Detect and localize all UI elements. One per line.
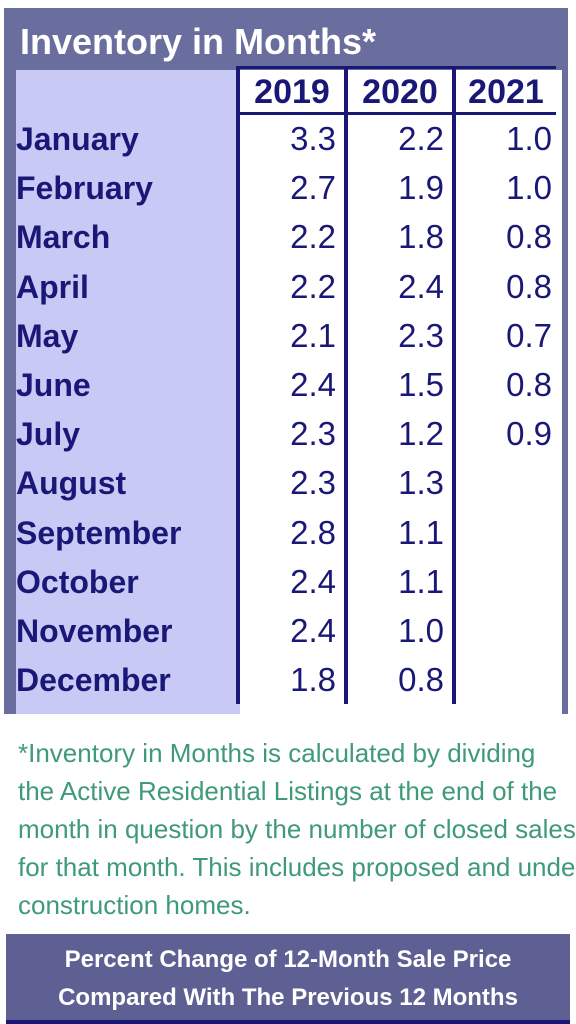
column-divider <box>344 66 348 704</box>
month-label: January <box>16 121 139 157</box>
value-cell-2020: 0.8 <box>398 661 444 698</box>
value-cell-2021 <box>456 560 552 604</box>
value-cell-2021: 0.8 <box>506 366 552 403</box>
month-label: July <box>16 416 81 452</box>
value-cell-2020: 2.4 <box>398 268 444 305</box>
footnote: *Inventory in Months is calculated by di… <box>18 734 576 924</box>
value-cell-2021 <box>456 511 552 555</box>
value-cell-2020: 1.9 <box>398 169 444 206</box>
header-top-rule <box>236 66 556 69</box>
value-cell-2020: 1.1 <box>398 514 444 551</box>
month-label: June <box>16 367 91 403</box>
value-cell-2021: 1.0 <box>506 120 552 157</box>
value-cell-2019: 2.1 <box>290 317 336 354</box>
month-label: December <box>16 662 171 698</box>
value-cell-2019: 2.3 <box>290 464 336 501</box>
year-header-2020: 2020 <box>362 73 438 111</box>
value-cell-2019: 2.2 <box>290 218 336 255</box>
next-section-title-line1: Percent Change of 12-Month Sale Price <box>64 946 512 973</box>
inventory-table <box>16 70 562 714</box>
next-section-header: Percent Change of 12-Month Sale Price Co… <box>6 934 570 1024</box>
footnote-line: month in question by the number of close… <box>18 814 576 844</box>
year-header-2019: 2019 <box>254 73 330 111</box>
value-cell-2021 <box>456 658 552 702</box>
value-cell-2020: 1.1 <box>398 563 444 600</box>
value-cell-2021 <box>456 461 552 505</box>
value-cell-2019: 3.3 <box>290 120 336 157</box>
month-label: May <box>16 318 79 354</box>
value-cell-2020: 1.3 <box>398 464 444 501</box>
month-label-column <box>16 70 240 714</box>
year-header-2021: 2021 <box>468 73 544 111</box>
value-cell-2021: 0.8 <box>506 268 552 305</box>
value-cell-2021: 0.8 <box>506 218 552 255</box>
value-cell-2020: 1.0 <box>398 612 444 649</box>
footnote-line: *Inventory in Months is calculated by di… <box>18 738 536 768</box>
footnote-line: construction homes. <box>18 890 251 920</box>
value-cell-2020: 2.2 <box>398 120 444 157</box>
value-cell-2019: 2.4 <box>290 563 336 600</box>
value-cell-2020: 2.3 <box>398 317 444 354</box>
value-cell-2021 <box>456 609 552 653</box>
value-cell-2019: 2.2 <box>290 268 336 305</box>
footnote-line: for that month. This includes proposed a… <box>18 852 576 882</box>
value-cell-2019: 2.7 <box>290 169 336 206</box>
month-label: February <box>16 170 153 206</box>
value-cell-2019: 1.8 <box>290 661 336 698</box>
value-cell-2021: 1.0 <box>506 169 552 206</box>
value-cell-2019: 2.4 <box>290 612 336 649</box>
next-section-title-line2: Compared With The Previous 12 Months <box>58 984 518 1011</box>
next-section-rule <box>6 1020 570 1024</box>
value-cell-2021: 0.7 <box>506 317 552 354</box>
month-label: September <box>16 515 182 551</box>
column-divider <box>236 66 240 704</box>
month-label: March <box>16 219 111 255</box>
footnote-line: the Active Residential Listings at the e… <box>18 776 558 806</box>
value-cell-2020: 1.2 <box>398 415 444 452</box>
value-cell-2020: 1.8 <box>398 218 444 255</box>
month-label: April <box>16 269 89 305</box>
value-cell-2019: 2.8 <box>290 514 336 551</box>
month-label: August <box>16 465 127 501</box>
panel-title: Inventory in Months* <box>20 21 377 62</box>
value-cell-2019: 2.3 <box>290 415 336 452</box>
value-cell-2020: 1.5 <box>398 366 444 403</box>
month-label: November <box>16 613 173 649</box>
header-bottom-rule <box>236 112 556 115</box>
month-label: October <box>16 564 139 600</box>
value-cell-2021: 0.9 <box>506 415 552 452</box>
column-divider <box>452 66 456 704</box>
value-cell-2019: 2.4 <box>290 366 336 403</box>
